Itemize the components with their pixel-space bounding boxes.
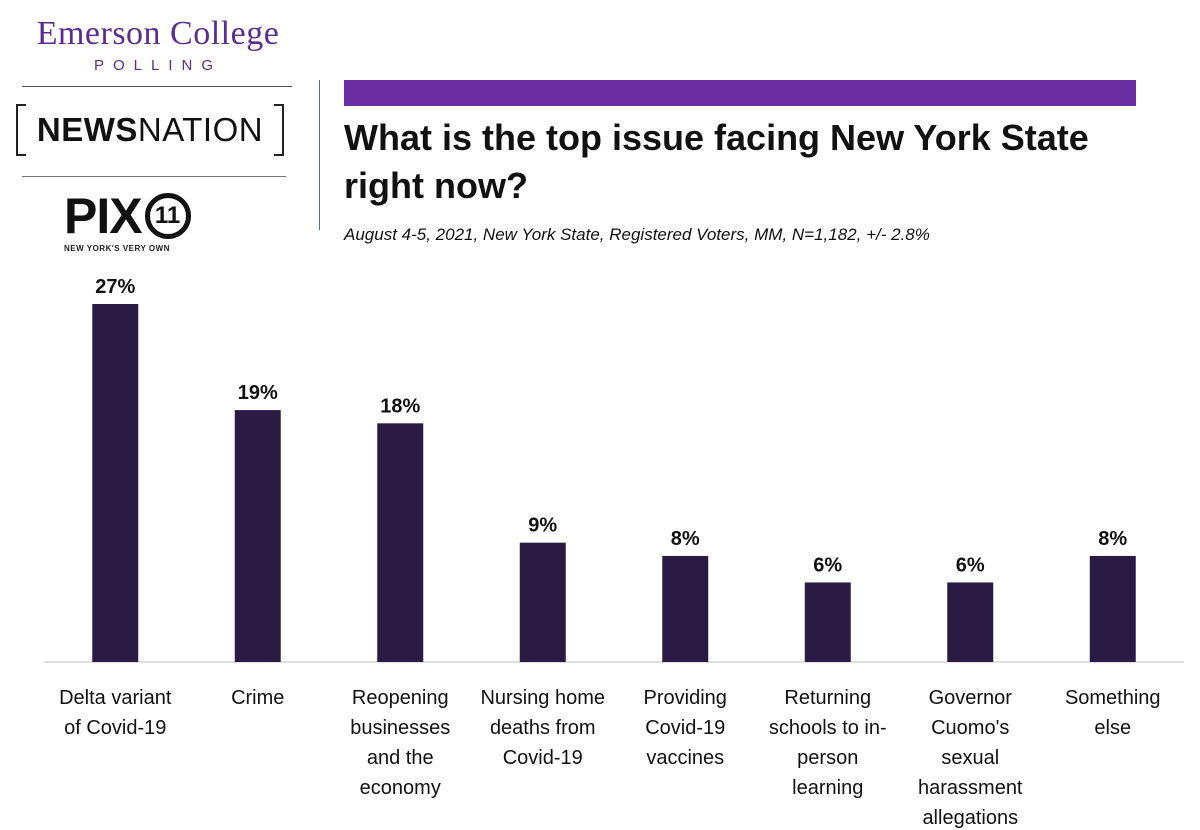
- newsnation-right-bracket: [274, 104, 284, 156]
- newsnation-news: NEWS: [36, 111, 138, 148]
- bar-value-label: 6%: [813, 554, 842, 576]
- category-label: Returning schools to in-person learning: [769, 687, 887, 799]
- chart-title: What is the top issue facing New York St…: [344, 117, 1089, 206]
- newsnation-wordmark: NEWSNATION: [16, 112, 284, 148]
- pix-11-circle: 11: [144, 193, 191, 239]
- pix-tagline: NEW YORK'S VERY OWN: [64, 244, 170, 253]
- emerson-polling-label: POLLING: [93, 57, 223, 74]
- title-accent-bar: [344, 80, 1136, 106]
- bar: [947, 582, 994, 662]
- bar-value-label: 6%: [956, 554, 985, 576]
- category-label: Something else: [1065, 687, 1161, 739]
- header-divider: [319, 80, 320, 230]
- bar: [92, 304, 139, 662]
- pix-wordmark: PIX: [64, 188, 143, 244]
- bar: [662, 555, 709, 662]
- bar: [377, 423, 424, 662]
- category-label: Reopening businesses and the economy: [350, 687, 450, 799]
- bar: [1089, 555, 1136, 662]
- bar: [519, 542, 566, 662]
- emerson-college-polling-logo: Emerson College POLLING: [18, 14, 298, 76]
- bar-value-label: 8%: [671, 528, 700, 550]
- bar-chart: 27% Delta variant of Covid-19 19% Crime 18% Re…: [44, 276, 1184, 829]
- newsnation-left-bracket: [16, 104, 26, 156]
- category-label: Nursing home deaths from Covid-19: [480, 687, 605, 769]
- newsnation-nation: NATION: [137, 111, 264, 148]
- newsnation-logo: NEWSNATION: [16, 104, 284, 156]
- category-label: Crime: [231, 687, 284, 709]
- chart-subtitle: August 4-5, 2021, New York State, Regist…: [344, 225, 930, 244]
- bar-value-label: 18%: [380, 395, 420, 417]
- category-label: Providing Covid-19 vaccines: [644, 687, 727, 769]
- category-label: Governor Cuomo's sexual harassment allegatio…: [918, 687, 1023, 829]
- category-label: Delta variant of Covid-19: [59, 687, 172, 739]
- pix11-logo: PIX 11 NEW YORK'S VERY OWN: [64, 190, 234, 253]
- bar: [804, 582, 851, 662]
- logo-divider: [22, 86, 292, 87]
- bar-value-label: 9%: [528, 515, 557, 537]
- bar: [234, 410, 281, 662]
- emerson-name: Emerson College: [36, 15, 280, 52]
- bar-value-label: 27%: [95, 276, 135, 298]
- logo-divider-2: [22, 176, 286, 177]
- bar-value-label: 8%: [1098, 528, 1127, 550]
- bar-value-label: 19%: [238, 382, 278, 404]
